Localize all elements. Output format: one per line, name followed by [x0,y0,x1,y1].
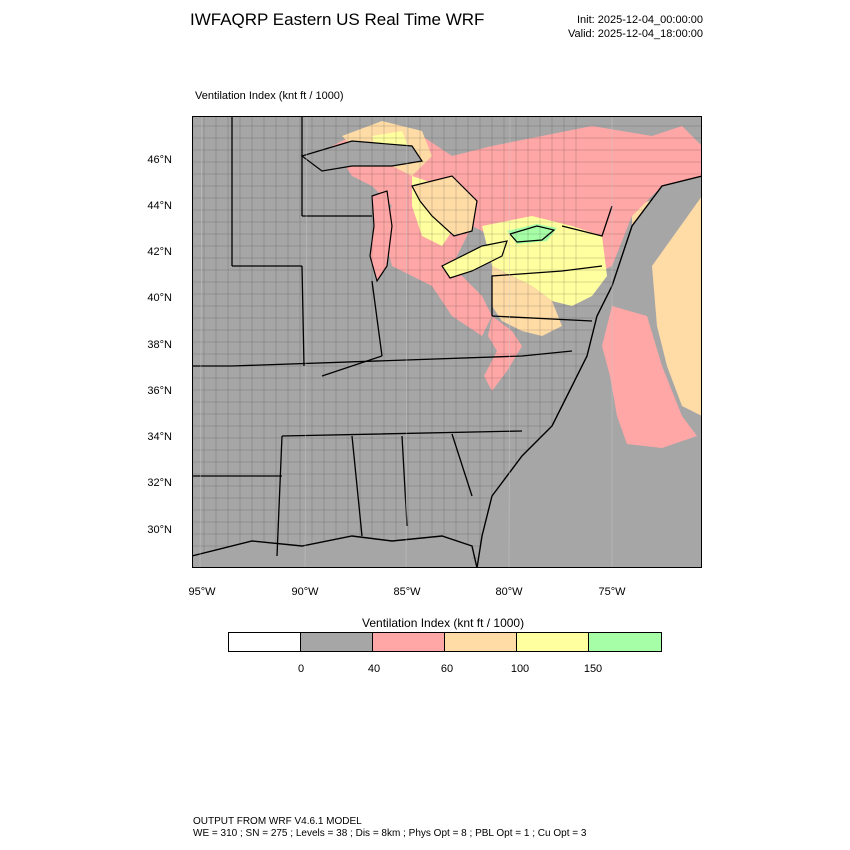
map-title: Ventilation Index (knt ft / 1000) [195,90,344,102]
appalachian-pink-strip [484,316,522,391]
legend-colorbar [228,632,662,652]
lat-label-44: 44°N [147,200,172,212]
lat-label-30: 30°N [147,524,172,536]
lon-label-75: 75°W [598,586,626,598]
lat-label-36: 36°N [147,385,172,397]
lat-label-34: 34°N [147,431,172,443]
legend-tick-60: 60 [440,663,454,675]
lat-label-42: 42°N [147,246,172,258]
legend-tick-100: 100 [510,663,530,675]
north-pink-area [332,126,702,336]
legend-tick-150: 150 [583,663,603,675]
plot-title: IWFAQRP Eastern US Real Time WRF [190,10,485,29]
lat-label-32: 32°N [147,477,172,489]
legend-swatch-5 [517,633,589,651]
county-grid [192,116,702,568]
legend-tick-40: 40 [367,663,381,675]
lat-label-40: 40°N [147,292,172,304]
gulf-of-mexico [192,536,472,568]
lat-label-46: 46°N [147,154,172,166]
lake-michigan [369,190,393,283]
legend-swatch-4 [445,633,517,651]
init-time: Init: 2025-12-04_00:00:00 [577,14,703,26]
model-info-line2: WE = 310 ; SN = 275 ; Levels = 38 ; Dis … [193,828,587,839]
legend-swatch-3 [373,633,445,651]
valid-time: Valid: 2025-12-04_18:00:00 [568,28,703,40]
atlantic-ocean [477,176,702,568]
legend-title: Ventilation Index (knt ft / 1000) [362,616,525,630]
map-panel [192,116,702,568]
lon-label-80: 80°W [495,586,523,598]
lat-label-38: 38°N [147,339,172,351]
lon-label-85: 85°W [393,586,421,598]
legend-tick-0: 0 [297,663,305,675]
legend-swatch-2 [301,633,373,651]
graticule [199,116,613,568]
legend-swatch-1 [229,633,301,651]
lon-label-95: 95°W [188,586,216,598]
coastline [192,175,702,568]
state-borders [192,116,613,557]
atlantic-orange-overlay [652,196,702,416]
model-info-line1: OUTPUT FROM WRF V4.6.1 MODEL [193,816,362,827]
legend-swatch-6 [589,633,661,651]
lon-label-90: 90°W [291,586,319,598]
atlantic-pink-overlay [602,306,697,448]
